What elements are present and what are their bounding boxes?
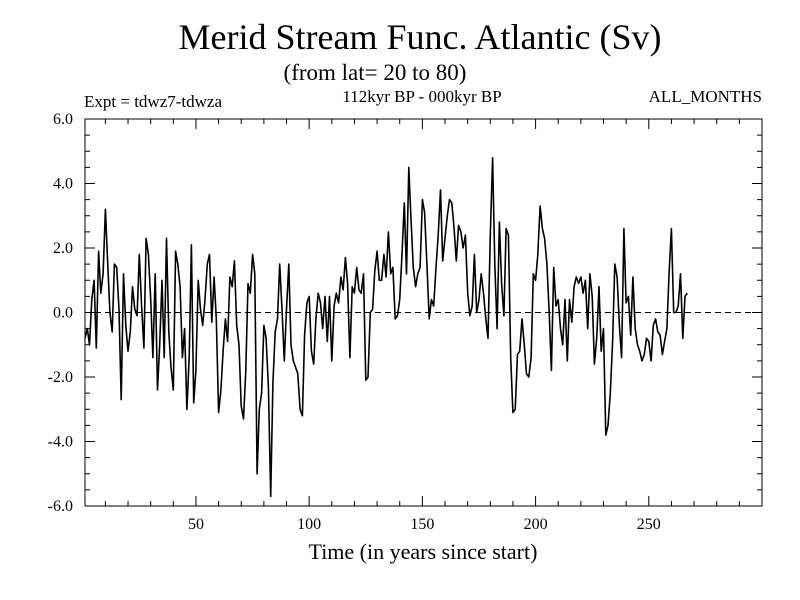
x-axis-tick-labels: 50 100 150 200 250 [188, 516, 661, 533]
y-tick-label: -2.0 [48, 369, 73, 386]
y-tick-label: 2.0 [53, 240, 73, 257]
y-tick-label: -6.0 [48, 498, 73, 515]
chart-title: Merid Stream Func. Atlantic (Sv) [179, 17, 662, 57]
chart-subtitle: (from lat= 20 to 80) [284, 60, 467, 85]
y-tick-label: 0.0 [53, 305, 73, 322]
experiment-label: Expt = tdwz7-tdwza [84, 92, 222, 111]
x-tick-label: 100 [297, 516, 321, 533]
months-label: ALL_MONTHS [649, 87, 762, 106]
series-line [84, 156, 688, 498]
x-tick-label: 250 [637, 516, 661, 533]
y-axis-tick-labels: -6.0 -4.0 -2.0 0.0 2.0 4.0 6.0 [48, 111, 73, 515]
y-tick-label: -4.0 [48, 434, 73, 451]
period-label: 112kyr BP - 000kyr BP [342, 87, 501, 106]
y-tick-label: 4.0 [53, 176, 73, 193]
plot-area: 50 100 150 200 250 -6.0 -4.0 -2.0 0.0 2.0 4.0 6.0 [48, 111, 763, 533]
x-tick-label: 150 [410, 516, 434, 533]
x-axis-label: Time (in years since start) [309, 539, 538, 564]
x-tick-label: 50 [188, 516, 204, 533]
y-tick-label: 6.0 [53, 111, 73, 128]
axis-ticks [85, 119, 762, 506]
x-tick-label: 200 [524, 516, 548, 533]
